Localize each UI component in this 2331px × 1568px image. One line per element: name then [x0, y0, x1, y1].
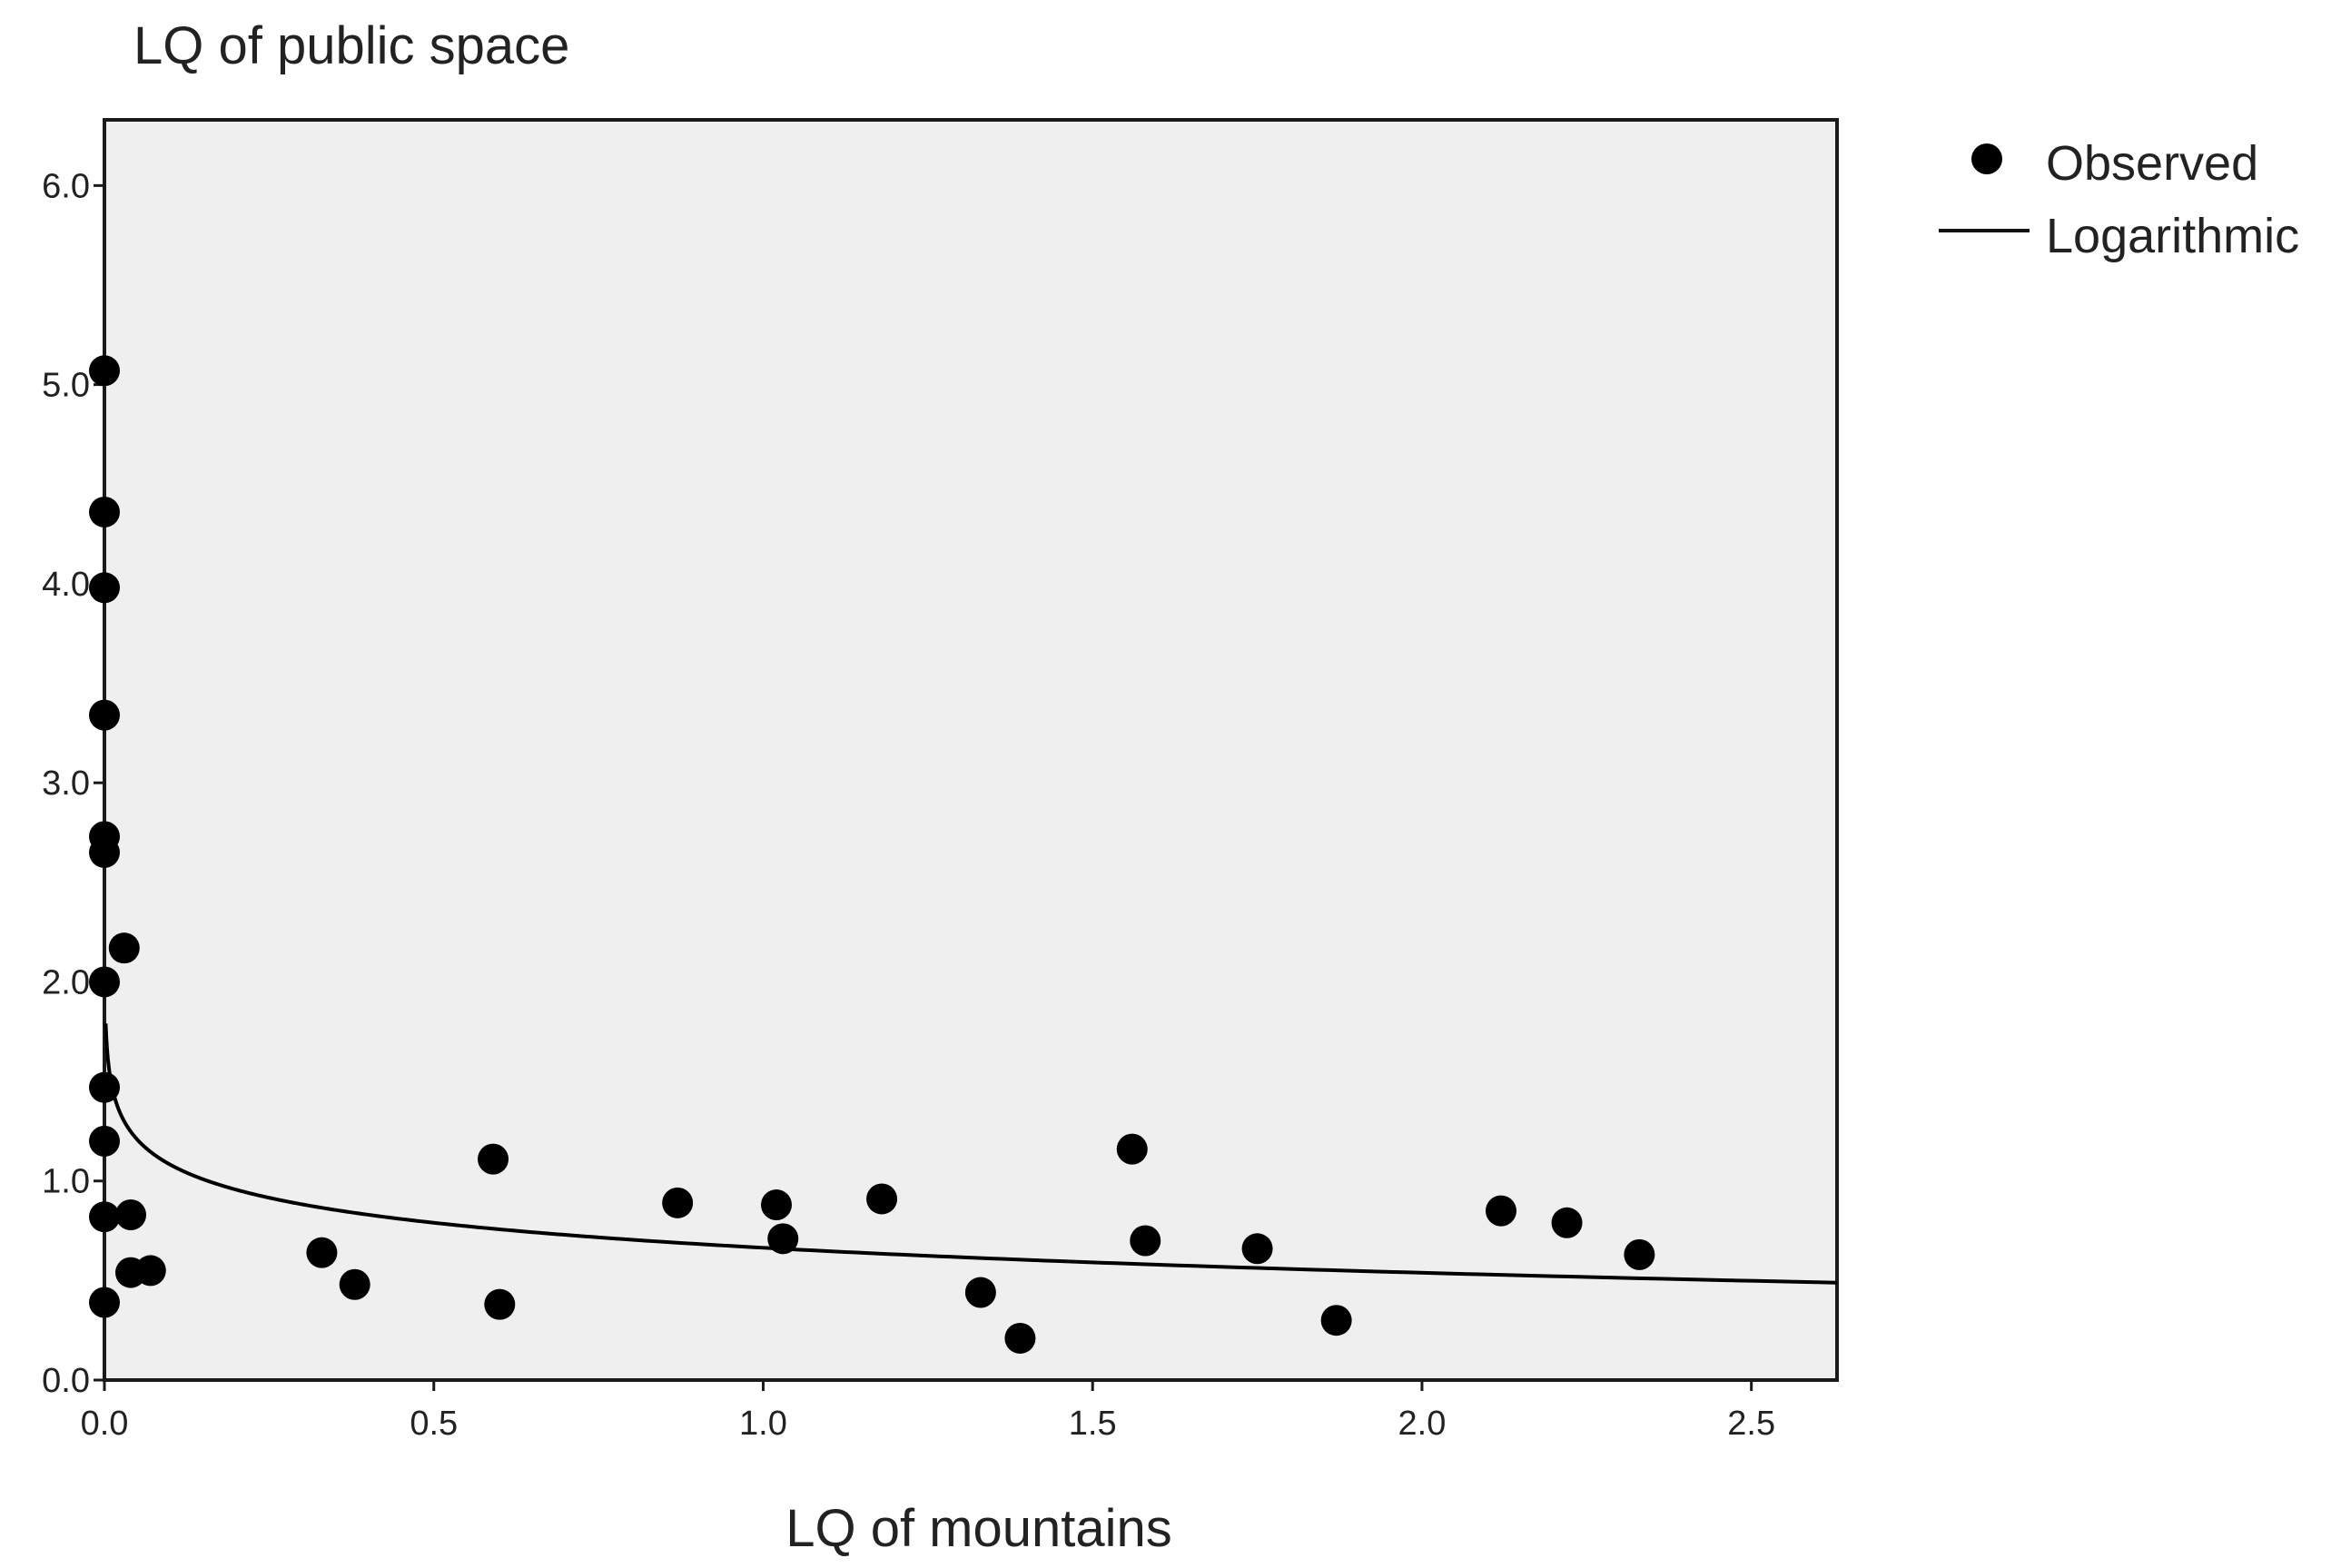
data-point	[89, 836, 120, 868]
data-point	[306, 1237, 338, 1268]
legend-observed-label: Observed	[2046, 136, 2258, 191]
data-point	[134, 1255, 166, 1287]
data-point	[89, 1071, 120, 1103]
data-point	[89, 699, 120, 731]
data-point	[339, 1268, 370, 1300]
x-tick-label: 1.5	[1069, 1405, 1117, 1443]
y-tick-label: 1.0	[42, 1163, 90, 1201]
plot-area	[103, 118, 1839, 1382]
data-point	[478, 1143, 509, 1175]
data-point	[89, 966, 120, 998]
data-point	[1320, 1305, 1352, 1336]
data-point	[89, 496, 120, 528]
data-point	[866, 1183, 898, 1215]
data-point	[1004, 1322, 1036, 1354]
x-tick-label: 0.0	[81, 1405, 129, 1443]
y-axis-title: LQ of public space	[133, 16, 569, 75]
data-point	[108, 932, 140, 964]
data-point	[1241, 1233, 1273, 1265]
x-axis-title: LQ of mountains	[785, 1499, 1172, 1558]
legend-logarithmic-label: Logarithmic	[2046, 209, 2299, 263]
data-point	[1486, 1195, 1517, 1227]
data-point	[89, 572, 120, 604]
y-tick-label: 4.0	[42, 566, 90, 604]
legend: Observed Logarithmic	[1939, 136, 2299, 263]
x-axis-ticks: 0.0 0.5 1.0 1.5 2.0 2.5	[81, 1380, 1775, 1443]
data-point	[1130, 1225, 1161, 1257]
y-tick-label: 2.0	[42, 963, 90, 1001]
data-point	[964, 1277, 996, 1308]
logarithmic-fit-line	[104, 1023, 1838, 1285]
y-tick-label: 0.0	[42, 1362, 90, 1400]
data-point	[89, 1287, 120, 1318]
data-point	[767, 1223, 799, 1255]
data-point	[89, 1125, 120, 1157]
y-tick-label: 5.0	[42, 367, 90, 405]
data-point	[760, 1189, 792, 1221]
data-point	[1624, 1238, 1655, 1270]
data-point	[662, 1187, 694, 1218]
x-tick-label: 2.0	[1398, 1405, 1447, 1443]
data-point	[89, 1201, 120, 1233]
y-tick-label: 3.0	[42, 764, 90, 803]
legend-observed-marker	[1971, 143, 2002, 174]
data-point	[484, 1288, 516, 1320]
y-tick-label: 6.0	[42, 167, 90, 205]
x-tick-label: 2.5	[1727, 1405, 1775, 1443]
x-tick-label: 1.0	[739, 1405, 787, 1443]
data-point	[89, 355, 120, 387]
x-tick-label: 0.5	[410, 1405, 458, 1443]
data-point	[1551, 1207, 1583, 1238]
data-point	[115, 1199, 147, 1231]
y-axis-ticks: 0.0 1.0 2.0 3.0 4.0 5.0 6.0	[42, 167, 104, 1400]
data-point	[1116, 1133, 1148, 1165]
observed-points	[89, 355, 1655, 1354]
